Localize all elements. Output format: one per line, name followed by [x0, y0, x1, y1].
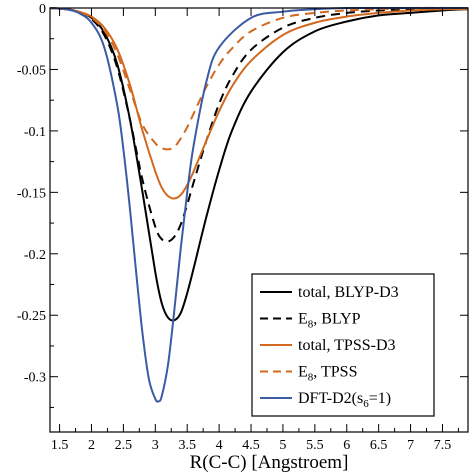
legend-label-3: total, TPSS-D3 — [298, 337, 396, 354]
y-tick-label: 0 — [39, 2, 46, 17]
x-tick-label: 4 — [216, 438, 223, 453]
x-tick-label: 6 — [343, 438, 350, 453]
y-tick-label: -0.1 — [24, 125, 46, 140]
series-line-3 — [49, 7, 469, 200]
y-tick-label: -0.2 — [24, 248, 46, 263]
legend-label-subscript: 6 — [363, 398, 369, 410]
x-tick-label: 2.5 — [115, 438, 133, 453]
x-tick-label: 6.5 — [370, 438, 388, 453]
legend-label-main: DFT-D2(s — [298, 390, 363, 407]
legend-label-rest: =1) — [369, 390, 391, 407]
x-tick-label: 4.5 — [242, 438, 260, 453]
x-tick-label: 3.5 — [178, 438, 196, 453]
y-tick-label: -0.15 — [17, 186, 46, 201]
x-tick-label: 2 — [88, 438, 95, 453]
series-line-2 — [49, 7, 469, 243]
legend-label-1: total, BLYP-D3 — [298, 284, 399, 301]
x-tick-label: 3 — [152, 438, 159, 453]
x-tick-label: 7.5 — [434, 438, 452, 453]
y-tick-label: -0.25 — [17, 309, 46, 324]
legend-label-subscript: 8 — [308, 372, 314, 384]
legend-label-rest: , TPSS — [313, 364, 357, 381]
legend-label-2: E8, BLYP — [298, 311, 361, 331]
series-line-1 — [49, 7, 469, 322]
axis-ticks: 1.5 2 2.5 3 3.5 4 4.5 5 5.5 6 6.5 7 7.5 0 -0.05 -0.1 -0.… — [17, 2, 468, 453]
x-axis-label: R(C-C) [Angstroem] — [190, 452, 349, 473]
plot-frame — [49, 7, 469, 433]
legend-label-main: E — [298, 364, 308, 381]
legend-label-main: E — [298, 311, 308, 328]
legend-label-main: total, BLYP-D3 — [298, 284, 399, 301]
series-line-4 — [49, 6, 469, 151]
x-tick-label: 1.5 — [51, 438, 69, 453]
legend-label-5: DFT-D2(s6=1) — [298, 390, 391, 410]
y-tick-label: -0.05 — [17, 63, 46, 78]
series-line-5 — [49, 6, 468, 403]
x-tick-label: 5.5 — [306, 438, 324, 453]
legend-label-4: E8, TPSS — [298, 364, 357, 384]
x-tick-label: 7 — [407, 438, 414, 453]
legend-label-subscript: 8 — [308, 319, 314, 331]
x-tick-label: 5 — [279, 438, 286, 453]
series-layer — [49, 6, 469, 403]
legend-label-main: total, TPSS-D3 — [298, 337, 396, 354]
legend-label-rest: , BLYP — [313, 311, 360, 328]
y-tick-label: -0.3 — [24, 371, 46, 386]
